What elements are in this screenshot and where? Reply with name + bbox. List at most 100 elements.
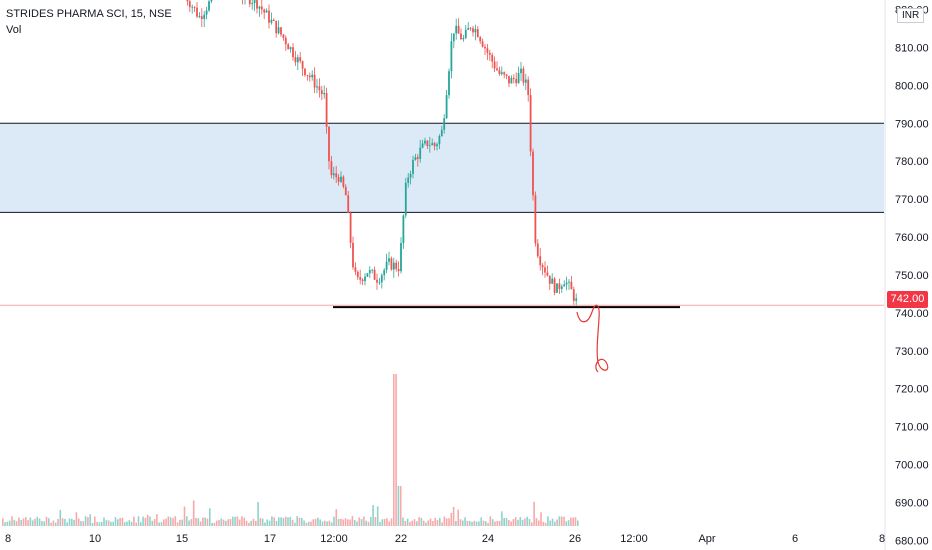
volume-bar xyxy=(36,516,39,526)
volume-bar xyxy=(464,517,466,526)
volume-bar xyxy=(52,520,55,526)
candle-body xyxy=(452,33,455,42)
volume-bar xyxy=(574,517,577,526)
candle-body xyxy=(335,173,338,178)
volume-bar xyxy=(89,514,91,526)
price-tick-label: 780.00 xyxy=(895,156,929,168)
candle-body xyxy=(536,243,539,257)
price-tick-label: 770.00 xyxy=(895,194,929,206)
volume-bar xyxy=(558,516,561,526)
candle-body xyxy=(524,79,527,83)
candle-body xyxy=(484,46,486,49)
volume-bar xyxy=(34,518,36,526)
volume-bar xyxy=(66,522,68,526)
volume-bar xyxy=(123,522,126,526)
volume-bar xyxy=(517,519,519,526)
price-tick-label: 760.00 xyxy=(895,232,929,244)
volume-bar xyxy=(526,516,528,526)
time-tick-label: 17 xyxy=(264,533,276,545)
candle-body xyxy=(325,93,328,127)
volume-bar xyxy=(80,520,82,526)
volume-bar xyxy=(360,519,363,526)
volume-bar xyxy=(105,520,108,526)
volume-bar xyxy=(232,516,234,526)
price-axis[interactable]: 820.00810.00800.00790.00780.00770.00760.… xyxy=(884,0,932,550)
candle-body xyxy=(464,29,467,38)
candle-body xyxy=(568,281,570,283)
candle-body xyxy=(419,147,422,159)
volume-bar xyxy=(110,521,112,526)
candle-body xyxy=(426,140,429,146)
volume-bar xyxy=(38,518,41,526)
candle-body xyxy=(462,37,465,40)
volume-bar xyxy=(544,522,547,526)
volume-bar xyxy=(291,519,294,526)
candle-body xyxy=(428,145,431,146)
price-tick-label: 810.00 xyxy=(895,42,929,54)
candle-body xyxy=(368,270,371,274)
volume-bar xyxy=(225,520,227,526)
volume-bar xyxy=(540,512,542,526)
time-axis[interactable]: 8 10 15 17 12:00 22 24 26 12:00 Apr 6 8 xyxy=(5,533,885,545)
candle-body xyxy=(248,0,251,5)
volume-bar xyxy=(397,486,400,526)
candle-body xyxy=(388,258,390,262)
candle-body xyxy=(352,242,354,268)
candle-body xyxy=(445,95,448,119)
volume-bar xyxy=(261,518,264,526)
volume-bar xyxy=(554,521,556,526)
volume-bar xyxy=(68,518,71,526)
volume-bar xyxy=(459,519,462,526)
volume-bar xyxy=(213,522,216,526)
volume-bar xyxy=(498,520,501,526)
volume-bar xyxy=(275,521,278,526)
volume-bar xyxy=(117,519,119,526)
volume-bar xyxy=(57,518,59,526)
candle-body xyxy=(551,278,554,284)
volume-bar xyxy=(114,517,117,526)
volume-bar xyxy=(209,508,211,526)
candle-body xyxy=(460,33,462,40)
volume-bar xyxy=(436,520,439,526)
candle-body xyxy=(376,279,378,283)
candle-body xyxy=(421,143,424,148)
currency-badge[interactable]: INR xyxy=(897,8,925,23)
volume-bar xyxy=(399,486,402,526)
volume-bar xyxy=(176,522,179,526)
volume-bar xyxy=(319,519,321,526)
volume-bar xyxy=(471,521,473,526)
volume-bar xyxy=(413,519,416,526)
candle-body xyxy=(289,47,292,50)
candle-body xyxy=(277,27,280,34)
volume-bar xyxy=(535,518,538,526)
volume-bar xyxy=(18,517,20,526)
volume-bar xyxy=(556,519,558,526)
volume-bar xyxy=(174,516,177,526)
volume-bar xyxy=(234,516,236,526)
candle-body xyxy=(412,159,414,174)
candle-body xyxy=(198,16,201,17)
candle-body xyxy=(481,41,484,47)
volume-bar xyxy=(347,519,349,526)
resistance-zone xyxy=(0,123,884,213)
volume-bar xyxy=(100,521,103,526)
volume-bar xyxy=(15,521,18,526)
volume-bar xyxy=(13,519,16,526)
candle-body xyxy=(272,19,275,21)
volume-bar xyxy=(363,516,365,526)
candle-body xyxy=(397,268,400,272)
volume-bar xyxy=(4,522,6,526)
candle-body xyxy=(196,7,198,17)
candle-body xyxy=(479,37,482,42)
candle-body xyxy=(486,48,489,53)
volume-bar xyxy=(351,516,354,526)
volume-bar xyxy=(8,520,11,526)
volume-bar xyxy=(165,518,167,526)
volume-bar xyxy=(307,521,310,526)
volume-bar xyxy=(466,520,469,526)
volume-bar xyxy=(572,517,574,526)
volume-bar xyxy=(236,516,239,526)
volume-bar xyxy=(344,518,347,526)
candle-body xyxy=(546,272,549,276)
